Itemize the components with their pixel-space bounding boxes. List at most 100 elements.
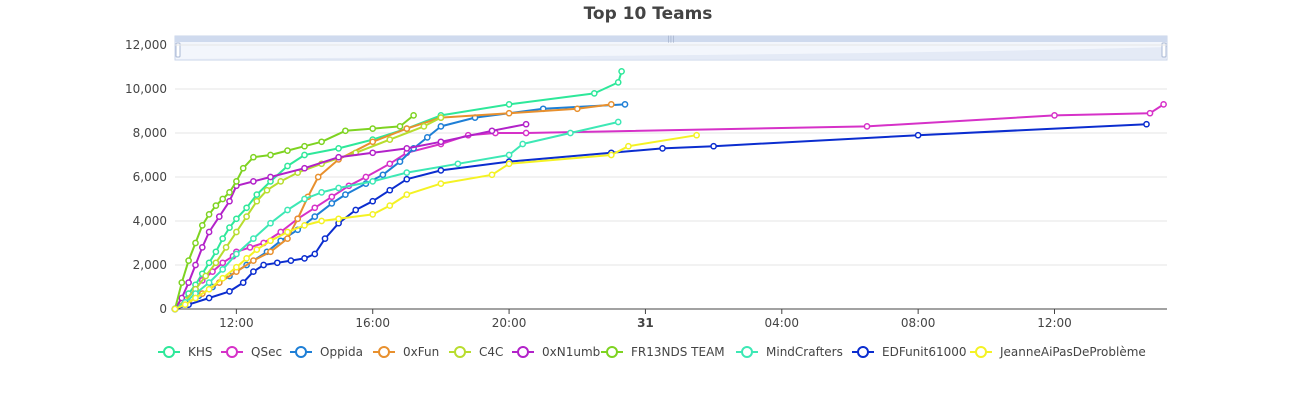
data-point[interactable] xyxy=(246,244,254,251)
data-point[interactable] xyxy=(505,101,513,108)
data-point[interactable] xyxy=(171,305,179,313)
data-point[interactable] xyxy=(239,279,247,286)
range-slider-right-handle[interactable] xyxy=(1161,42,1167,58)
data-point[interactable] xyxy=(198,244,206,251)
data-point[interactable] xyxy=(522,129,530,137)
data-point[interactable] xyxy=(318,217,325,225)
data-point[interactable] xyxy=(181,301,189,308)
data-point[interactable] xyxy=(386,202,394,209)
data-point[interactable] xyxy=(311,250,319,258)
range-slider-grip[interactable]: ||| xyxy=(667,35,674,43)
data-point[interactable] xyxy=(590,90,598,97)
data-point[interactable] xyxy=(233,263,240,271)
data-point[interactable] xyxy=(192,294,199,302)
data-point[interactable] xyxy=(614,118,622,126)
data-point[interactable] xyxy=(301,255,308,262)
data-point[interactable] xyxy=(369,138,377,146)
data-point[interactable] xyxy=(178,279,186,286)
legend-item[interactable]: JeanneAiPasDeProblème xyxy=(970,345,1146,359)
data-point[interactable] xyxy=(488,127,496,135)
data-point[interactable] xyxy=(253,246,261,253)
data-point[interactable] xyxy=(277,178,285,185)
data-point[interactable] xyxy=(423,134,431,141)
data-point[interactable] xyxy=(226,197,233,205)
data-point[interactable] xyxy=(362,173,370,181)
data-point[interactable] xyxy=(328,193,336,201)
legend-item[interactable]: MindCrafters xyxy=(736,345,843,359)
data-point[interactable] xyxy=(1146,109,1154,117)
data-point[interactable] xyxy=(192,261,199,269)
data-point[interactable] xyxy=(212,248,220,256)
data-point[interactable] xyxy=(192,239,199,247)
data-point[interactable] xyxy=(403,175,411,183)
data-point[interactable] xyxy=(396,158,404,165)
data-point[interactable] xyxy=(1160,101,1167,108)
legend[interactable]: KHS QSec Oppida 0xFun C4C 0xN1umb FR13NDS TEAM… xyxy=(158,345,1146,359)
data-point[interactable] xyxy=(335,153,342,161)
data-point[interactable] xyxy=(693,131,700,139)
data-point[interactable] xyxy=(287,257,295,264)
legend-item[interactable]: FR13NDS TEAM xyxy=(601,345,725,359)
data-point[interactable] xyxy=(621,101,629,108)
data-point[interactable] xyxy=(454,160,462,168)
data-point[interactable] xyxy=(185,257,192,264)
data-point[interactable] xyxy=(185,279,192,286)
data-point[interactable] xyxy=(205,211,213,218)
data-point[interactable] xyxy=(318,189,325,196)
data-point[interactable] xyxy=(250,235,257,242)
data-point[interactable] xyxy=(202,272,210,280)
legend-item[interactable]: Oppida xyxy=(290,345,363,359)
data-point[interactable] xyxy=(267,248,274,256)
data-point[interactable] xyxy=(328,200,336,207)
data-point[interactable] xyxy=(342,191,349,198)
legend-item[interactable]: 0xFun xyxy=(373,345,439,359)
data-point[interactable] xyxy=(369,211,377,218)
data-point[interactable] xyxy=(301,222,308,229)
data-point[interactable] xyxy=(863,123,871,130)
legend-item[interactable]: KHS xyxy=(158,345,213,359)
data-point[interactable] xyxy=(659,145,666,152)
data-point[interactable] xyxy=(607,151,615,159)
data-point[interactable] xyxy=(205,294,213,302)
data-point[interactable] xyxy=(205,279,213,286)
data-point[interactable] xyxy=(233,250,240,258)
data-point[interactable] xyxy=(420,123,428,130)
data-point[interactable] xyxy=(437,123,445,130)
legend-item[interactable]: C4C xyxy=(449,345,503,359)
data-point[interactable] xyxy=(403,191,411,198)
legend-item[interactable]: 0xN1umb xyxy=(512,345,600,359)
data-point[interactable] xyxy=(267,151,274,159)
data-point[interactable] xyxy=(607,101,615,108)
data-point[interactable] xyxy=(243,213,250,220)
data-point[interactable] xyxy=(253,191,261,198)
data-point[interactable] xyxy=(522,120,530,128)
data-point[interactable] xyxy=(321,235,329,242)
data-point[interactable] xyxy=(1051,112,1058,119)
data-point[interactable] xyxy=(219,195,227,203)
data-point[interactable] xyxy=(205,285,213,293)
data-point[interactable] xyxy=(301,151,308,159)
data-point[interactable] xyxy=(369,197,377,205)
data-point[interactable] xyxy=(311,213,319,220)
data-point[interactable] xyxy=(226,189,233,196)
data-point[interactable] xyxy=(205,259,213,267)
data-point[interactable] xyxy=(618,68,625,75)
data-point[interactable] xyxy=(567,129,574,137)
data-point[interactable] xyxy=(243,204,250,212)
data-point[interactable] xyxy=(301,142,308,150)
data-point[interactable] xyxy=(386,160,394,168)
data-point[interactable] xyxy=(263,186,271,194)
data-point[interactable] xyxy=(342,127,349,135)
data-point[interactable] xyxy=(386,186,394,194)
data-point[interactable] xyxy=(369,125,377,132)
data-point[interactable] xyxy=(233,215,240,223)
legend-item[interactable]: QSec xyxy=(221,345,282,359)
data-point[interactable] xyxy=(403,169,411,176)
data-point[interactable] xyxy=(311,204,319,212)
data-point[interactable] xyxy=(505,151,513,159)
data-point[interactable] xyxy=(267,219,274,227)
data-point[interactable] xyxy=(335,215,342,223)
data-point[interactable] xyxy=(219,274,227,282)
data-point[interactable] xyxy=(284,206,291,214)
data-point[interactable] xyxy=(403,145,411,152)
